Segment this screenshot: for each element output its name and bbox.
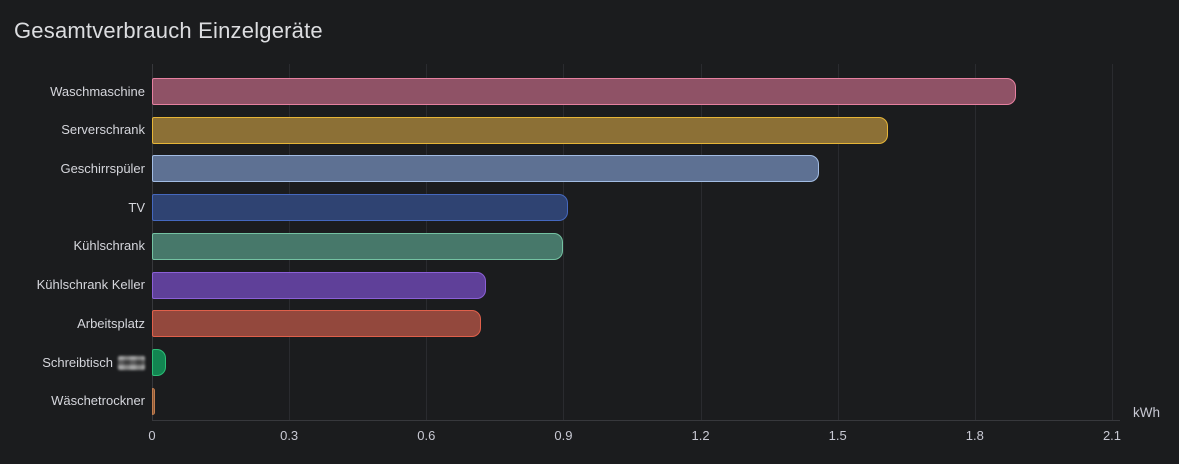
x-axis-unit-label: kWh <box>1133 405 1160 420</box>
panel-title[interactable]: Gesamtverbrauch Einzelgeräte <box>14 18 323 43</box>
x-tick-label-0: 0 <box>148 428 156 443</box>
gridline-0.9 <box>563 64 565 420</box>
bar-geschirrspuler[interactable] <box>152 155 820 183</box>
bar-kuhlschrank-keller[interactable] <box>152 271 486 299</box>
category-label-text: Serverschrank <box>61 122 145 138</box>
x-tick-label-2.1: 2.1 <box>1102 428 1122 443</box>
category-label-tv: TV <box>0 199 145 217</box>
gridline-1.8 <box>974 64 976 420</box>
bar-serverschrank[interactable] <box>152 116 888 144</box>
category-label-text: Arbeitsplatz <box>77 315 145 331</box>
category-label-serverschrank: Serverschrank <box>0 121 145 139</box>
gridline-2.1 <box>1112 64 1113 420</box>
bar-tv[interactable] <box>152 194 568 222</box>
x-tick-label-1.5: 1.5 <box>828 428 847 443</box>
category-label-geschirrspuler: Geschirrspüler <box>0 160 145 178</box>
x-axis-line <box>152 420 1120 421</box>
x-tick-label-0.6: 0.6 <box>417 428 436 443</box>
x-tick-label-0.3: 0.3 <box>280 428 299 443</box>
category-label-waschmaschine: Waschmaschine <box>0 83 145 101</box>
category-label-text: Geschirrspüler <box>60 160 145 176</box>
x-tick-label-0.9: 0.9 <box>554 428 573 443</box>
bar-waschetrockner[interactable] <box>152 387 155 415</box>
category-label-arbeitsplatz: Arbeitsplatz <box>0 315 145 333</box>
category-label-kuhlschrank-keller: Kühlschrank Keller <box>0 276 145 294</box>
redacted-text <box>118 355 145 370</box>
bar-waschmaschine[interactable] <box>152 78 1016 105</box>
category-label-text: Waschmaschine <box>50 83 145 99</box>
category-label-text: Kühlschrank Keller <box>36 277 145 293</box>
category-label-text: Kühlschrank <box>73 238 145 254</box>
gridline-1.5 <box>837 64 839 420</box>
x-tick-label-1.8: 1.8 <box>965 428 984 443</box>
bar-arbeitsplatz[interactable] <box>152 310 482 338</box>
x-tick-label-1.2: 1.2 <box>691 428 710 443</box>
category-label-kuhlschrank: Kühlschrank <box>0 237 145 255</box>
category-label-text: TV <box>128 199 145 215</box>
gridline-1.2 <box>700 64 702 420</box>
bar-schreibtisch[interactable] <box>152 349 166 377</box>
bar-kuhlschrank[interactable] <box>152 232 564 260</box>
category-label-text: Schreibtisch <box>42 354 113 370</box>
category-label-waschetrockner: Wäschetrockner <box>0 392 145 410</box>
category-label-text: Wäschetrockner <box>51 393 145 409</box>
category-label-schreibtisch: Schreibtisch <box>0 354 145 372</box>
